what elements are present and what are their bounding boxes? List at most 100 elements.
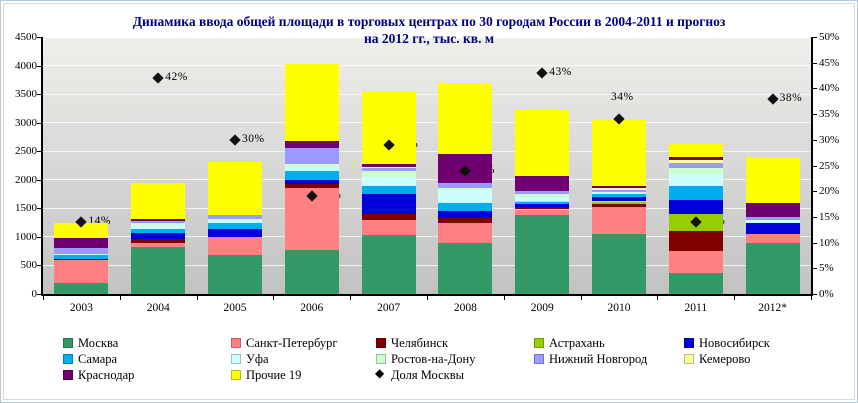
left-axis-label: 2000 [15,173,37,186]
right-tick [813,114,817,116]
left-axis-label: 500 [20,259,38,272]
bar-segment-2006 [284,63,339,141]
x-axis [41,294,813,296]
left-tick [37,65,41,67]
bar-segment-2012* [745,156,800,203]
legend-label: Челябинск [391,336,449,350]
bar-segment-2005 [208,236,262,256]
bar-segment-2009 [515,109,570,176]
bar-segment-2004 [131,229,186,233]
left-tick [37,122,41,124]
bar-segment-2006 [284,163,339,168]
right-axis-label: 15% [819,210,840,223]
bar-segment-2003 [54,222,109,239]
right-tick [813,62,817,64]
bar-segment-2010 [592,204,646,208]
bar-segment-2010 [592,207,646,235]
legend-label: Новосибирск [699,336,770,350]
x-axis-label-2012*: 2012* [758,302,787,314]
right-tick [813,191,817,193]
bar-2009 [515,37,570,294]
bar-segment-2007 [361,185,416,195]
x-tick [350,296,352,300]
x-tick [811,296,812,300]
right-tick [813,165,817,167]
chart-title-line2: на 2012 гг., тыс. кв. м [363,31,495,46]
bar-segment-2009 [515,194,570,197]
bar-segment-2005 [208,215,262,219]
left-axis-label: 3500 [15,88,37,101]
right-axis-label: 30% [819,133,840,146]
bar-segment-2011 [668,199,723,215]
bar-segment-2012* [745,216,800,220]
bar-segment-2006 [284,250,339,294]
x-axis-label-2007: 2007 [377,302,401,314]
right-tick [813,268,817,270]
right-tick [813,139,817,141]
right-axis-label: 5% [819,262,834,275]
bar-segment-2004 [131,225,186,230]
chart-frame [3,3,855,400]
right-tick [813,37,817,38]
bar-segment-2004 [131,247,186,294]
bar-segment-2007 [361,194,416,215]
bar-segment-2010 [592,196,646,202]
bar-segment-2007 [361,166,416,169]
bar-segment-2012* [745,202,800,217]
x-tick [427,296,428,300]
bar-segment-2007 [361,168,416,172]
bar-segment-2006 [284,184,339,189]
bar-segment-2007 [361,235,416,294]
x-axis-label-2011: 2011 [684,302,708,314]
bar-segment-2005 [208,161,262,216]
legend-label: Астрахань [549,336,605,350]
bar-segment-2011 [668,159,723,163]
legend-swatch-icon [231,354,241,364]
bar-segment-2007 [361,214,416,220]
bar-segment-2007 [361,163,416,167]
bar-segment-2012* [745,219,800,223]
x-tick [43,296,44,300]
diamond-icon: ◆ [375,366,385,380]
bar-segment-2006 [284,171,339,180]
bar-segment-2003 [54,282,109,294]
bar-segment-2010 [592,234,646,294]
bar-segment-2008 [438,211,493,219]
left-axis-label: 3000 [15,116,37,129]
left-axis-label: 1000 [15,230,37,243]
right-tick [813,242,817,244]
bar-segment-2010 [592,194,646,197]
bar-segment-2007 [361,176,416,186]
x-axis-label-2003: 2003 [69,302,93,314]
bar-2006 [284,37,339,294]
bar-segment-2008 [438,202,493,212]
legend-swatch-icon [376,338,386,348]
bar-segment-2003 [54,258,109,261]
right-tick [813,88,817,90]
bar-segment-2012* [745,222,800,235]
bar-2005 [208,37,262,294]
bar-2010 [592,37,646,294]
gridline [43,150,811,152]
legend-label: Доля Москвы [391,368,465,382]
bar-segment-2009 [515,206,570,210]
gridline [43,122,811,124]
bar-segment-2006 [284,140,339,148]
share-label-2010: 34% [611,91,634,104]
bar-segment-2010 [592,185,646,189]
right-axis-label: 50% [819,31,840,43]
right-axis [811,37,813,296]
right-axis-label: 35% [819,108,840,121]
bar-segment-2006 [284,147,339,164]
gridline [43,36,811,38]
bar-segment-2004 [131,182,186,220]
bar-segment-2011 [668,185,723,200]
legend-label: Ростов-на-Дону [391,352,476,366]
gridline [43,65,811,67]
x-tick [503,296,505,300]
bar-segment-2007 [361,219,416,236]
legend-swatch-icon [684,338,694,348]
left-tick [37,265,41,267]
bar-segment-2003 [54,255,109,259]
